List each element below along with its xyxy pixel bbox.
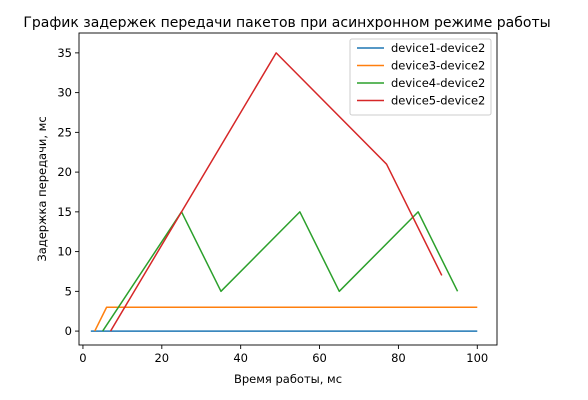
y-tick-label: 30: [57, 86, 72, 100]
legend-label: device5-device2: [391, 94, 485, 108]
y-tick-label: 10: [57, 245, 72, 259]
y-tick-label: 0: [65, 324, 72, 338]
legend-label: device3-device2: [391, 59, 485, 73]
legend-label: device4-device2: [391, 76, 485, 90]
x-axis: 0 20 40 60 80 100: [79, 345, 488, 365]
y-tick-label: 35: [57, 46, 72, 60]
x-axis-label: Время работы, мс: [234, 372, 342, 386]
y-tick-label: 20: [57, 165, 72, 179]
y-tick-label: 15: [57, 205, 72, 219]
series-layer: [90, 52, 478, 332]
x-tick-label: 0: [79, 351, 86, 365]
x-tick-label: 40: [233, 351, 248, 365]
x-tick-label: 100: [466, 351, 488, 365]
y-tick-label: 5: [65, 284, 72, 298]
series-line-4: [109, 52, 443, 332]
y-axis-label: Задержка передачи, мс: [35, 116, 49, 261]
legend: device1-device2 device3-device2 device4-de…: [349, 38, 492, 116]
y-tick-label: 25: [57, 125, 72, 139]
series-line-3: [102, 211, 459, 332]
series-line-2: [94, 306, 478, 332]
legend-box: [349, 38, 492, 116]
chart-title: График задержек передачи пакетов при аси…: [23, 15, 550, 31]
x-tick-label: 80: [391, 351, 406, 365]
x-tick-label: 60: [312, 351, 327, 365]
legend-label: device1-device2: [391, 41, 485, 55]
plot-frame: [78, 32, 498, 346]
y-axis: 0 5 10 15 20 25 30 35: [57, 46, 79, 338]
x-tick-label: 20: [154, 351, 169, 365]
